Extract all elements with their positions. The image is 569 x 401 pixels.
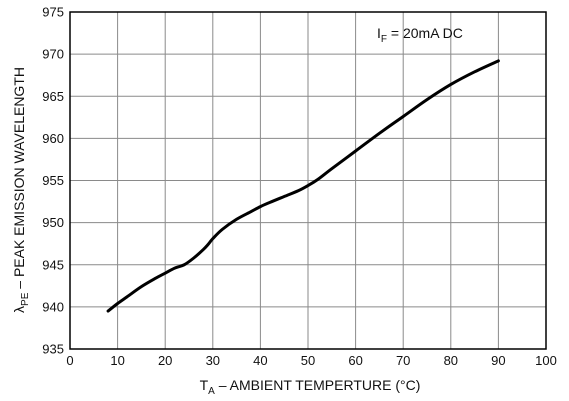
y-tick-label: 940 xyxy=(42,299,64,314)
x-axis-label: TA – AMBIENT TEMPERTURE (°C) xyxy=(200,377,421,397)
x-tick-label: 80 xyxy=(444,353,458,368)
x-tick-label: 90 xyxy=(491,353,505,368)
x-axis-label-main: T xyxy=(200,377,209,393)
x-axis-label-sub: A xyxy=(208,386,215,397)
plot-frame xyxy=(69,11,547,350)
x-tick-label: 10 xyxy=(110,353,124,368)
x-tick-label: 0 xyxy=(66,353,73,368)
series-line xyxy=(106,59,500,313)
x-tick-label: 30 xyxy=(206,353,220,368)
y-axis-label-rest: – PEAK EMISSION WAVELENGTH xyxy=(11,67,27,293)
annotation: IF = 20mA DC xyxy=(377,25,463,45)
x-tick-label: 70 xyxy=(396,353,410,368)
y-axis-label-sub: PE xyxy=(20,292,31,306)
y-tick-label: 945 xyxy=(42,257,64,272)
x-tick-label: 100 xyxy=(535,353,557,368)
y-tick-labels: 935 940 945 950 955 960 965 970 975 xyxy=(42,5,64,357)
y-tick-label: 965 xyxy=(42,89,64,104)
y-tick-label: 970 xyxy=(42,47,64,62)
x-tick-labels: 0 10 20 30 40 50 60 70 80 90 100 xyxy=(66,353,556,368)
x-tick-label: 40 xyxy=(253,353,267,368)
annotation-rest: = 20mA DC xyxy=(387,25,463,41)
annotation-main: I xyxy=(377,25,381,41)
y-axis-label: λPE – PEAK EMISSION WAVELENGTH xyxy=(11,67,31,313)
y-tick-label: 950 xyxy=(42,215,64,230)
y-tick-label: 960 xyxy=(42,131,64,146)
x-tick-label: 60 xyxy=(348,353,362,368)
x-tick-label: 20 xyxy=(158,353,172,368)
y-tick-label: 955 xyxy=(42,173,64,188)
y-tick-label: 935 xyxy=(42,342,64,357)
y-axis-label-main: λ xyxy=(11,306,27,313)
x-axis-label-rest: – AMBIENT TEMPERTURE (°C) xyxy=(215,377,421,393)
grid-lines xyxy=(69,11,547,350)
annotation-sub: F xyxy=(381,34,387,45)
y-tick-label: 975 xyxy=(42,5,64,20)
x-tick-label: 50 xyxy=(301,353,315,368)
